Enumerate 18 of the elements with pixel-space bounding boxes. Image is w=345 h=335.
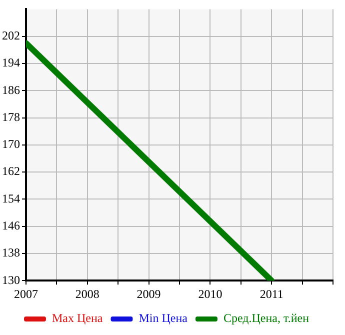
legend-label: Max Цена [52, 311, 104, 326]
legend-label: Сред.Цена, т.йен [223, 311, 310, 326]
y-tick-label: 178 [2, 110, 20, 124]
y-tick-label: 162 [2, 164, 20, 178]
y-tick-label: 202 [2, 28, 20, 42]
x-tick-label: 2011 [260, 286, 284, 301]
y-tick-label: 154 [2, 191, 20, 206]
x-tick-label: 2009 [136, 286, 161, 301]
y-tick-label: 146 [2, 218, 20, 232]
x-tick-label: 2007 [14, 286, 38, 301]
y-tick-label: 170 [2, 137, 20, 152]
y-tick-label: 130 [2, 272, 20, 287]
x-tick-label: 2008 [75, 286, 100, 301]
legend-label: Min Цена [138, 311, 188, 326]
y-tick-label: 138 [2, 246, 20, 260]
y-tick-label: 186 [2, 82, 20, 97]
x-tick-label: 2010 [198, 286, 222, 301]
y-tick-label: 194 [2, 56, 20, 70]
